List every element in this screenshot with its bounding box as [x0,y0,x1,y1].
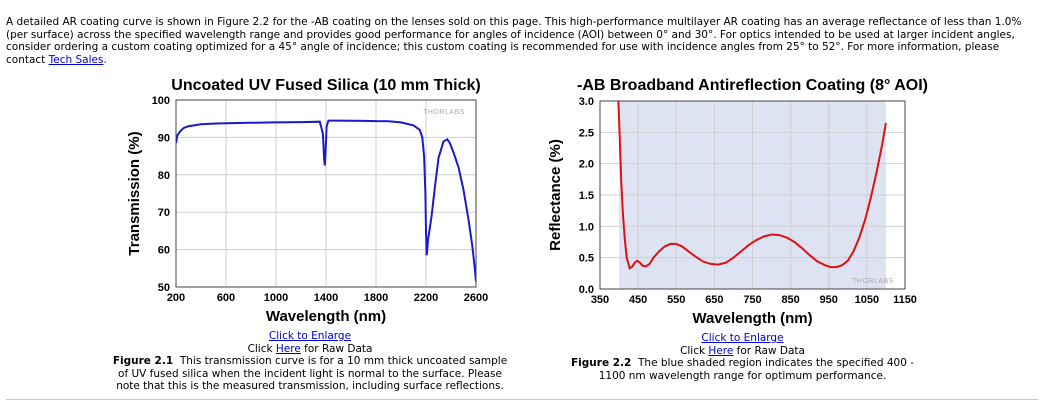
chart2-xtick-label: 950 [820,294,838,306]
fig1-raw-data-link[interactable]: Here [275,342,301,355]
fig2-enlarge-link[interactable]: Click to Enlarge [701,332,784,344]
chart2-title: -AB Broadband Antireflection Coating (8°… [577,77,928,94]
chart2-xaxis-label: Wavelength (nm) [692,310,812,327]
chart2-yaxis-label: Reflectance (%) [547,139,564,251]
chart2-data-line [617,101,887,270]
fig1-raw-suffix: for Raw Data [300,342,373,355]
chart2-xtick-label: 650 [705,294,723,306]
reflectance-chart: 350 450 550 650 750 850 950 1050 1150 0.0 0.5 1.0 1.… [547,77,928,327]
chart2-ytick-label: 3.0 [579,96,594,108]
chart1-xtick-label: 1800 [364,292,388,304]
chart1-yaxis-label: Transmission (%) [126,131,143,255]
fig2-raw-data-line: Click Here for Raw Data [560,345,925,358]
transmission-chart: 200 600 1000 1400 1800 2200 2600 50 60 70 80 90 100 T… [126,77,488,325]
fig1-caption-text: Figure 2.1 This transmission curve is fo… [110,355,510,393]
figure-2-2-caption: Click to Enlarge Click Here for Raw Data… [560,332,925,382]
chart2-xtick-label: 350 [591,294,609,306]
chart2-xtick-label: 750 [743,294,761,306]
chart1-ytick-label: 100 [152,95,170,107]
chart1-xtick-label: 2600 [464,292,488,304]
chart2-xtick-label: 850 [781,294,799,306]
chart1-ytick-label: 80 [158,170,170,182]
fig2-label: Figure 2.2 [571,357,632,369]
intro-paragraph: A detailed AR coating curve is shown in … [6,16,1036,66]
figure-2-1-caption: Click to Enlarge Click Here for Raw Data… [110,330,510,393]
fig2-description: The blue shaded region indicates the spe… [598,357,914,382]
fig1-raw-prefix: Click [247,342,276,355]
fig2-raw-suffix: for Raw Data [733,344,805,357]
chart1-xtick-label: 200 [167,292,185,304]
chart1-xtick-label: 600 [217,292,235,304]
chart2-ytick-label: 0.0 [579,284,594,296]
chart1-ytick-label: 60 [158,245,170,257]
fig2-raw-prefix: Click [680,344,709,357]
fig2-raw-data-link[interactable]: Here [708,344,734,357]
chart2-xtick-label: 1150 [893,294,917,306]
chart2-ytick-label: 1.5 [579,190,594,202]
chart2-ytick-label: 2.0 [579,159,594,171]
chart1-title: Uncoated UV Fused Silica (10 mm Thick) [171,77,480,94]
chart1-xtick-label: 1000 [264,292,288,304]
chart2-plot-frame [599,100,906,290]
chart1-data-line [176,119,476,282]
chart2-ytick-label: 1.0 [579,221,594,233]
chart2-ytick-label: 2.5 [579,127,594,139]
fig1-enlarge-link[interactable]: Click to Enlarge [268,330,352,342]
chart1-watermark: THORLABS [423,109,465,116]
intro-end: . [103,53,107,66]
chart1-xtick-label: 1400 [314,292,338,304]
intro-text: A detailed AR coating curve is shown in … [6,16,1022,66]
chart2-xtick-label: 550 [667,294,685,306]
chart2-watermark: THORLABS [852,278,894,285]
chart1-xaxis-label: Wavelength (nm) [266,308,386,325]
fig1-description: This transmission curve is for a 10 mm t… [116,355,508,392]
chart1-plot-frame [175,99,477,288]
bottom-divider [6,399,1038,400]
fig1-label: Figure 2.1 [112,355,174,367]
chart2-xtick-label: 450 [629,294,647,306]
chart2-xtick-label: 1050 [855,294,879,306]
chart2-ytick-label: 0.5 [579,253,594,265]
chart1-ytick-label: 50 [158,282,170,294]
chart1-xtick-label: 2200 [414,292,438,304]
fig2-caption-text: Figure 2.2 The blue shaded region indica… [560,357,925,382]
tech-sales-link[interactable]: Tech Sales [48,53,104,66]
chart1-ytick-label: 70 [158,207,170,219]
fig1-raw-data-line: Click Here for Raw Data [110,343,510,356]
chart1-ytick-label: 90 [158,132,170,144]
